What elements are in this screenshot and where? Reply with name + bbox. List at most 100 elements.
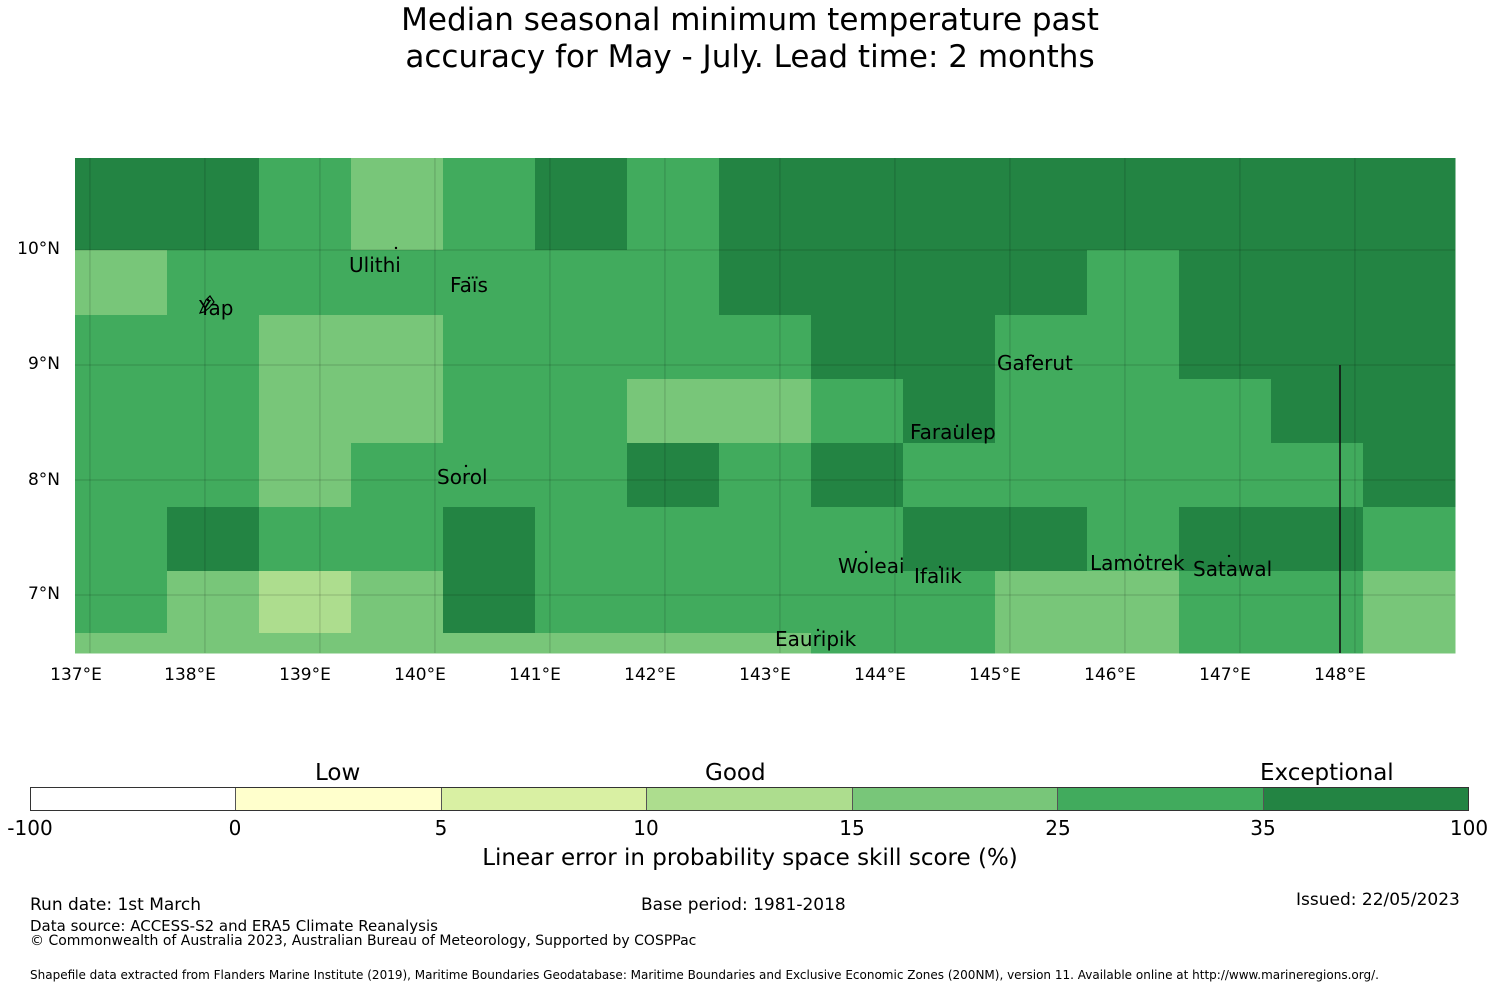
lon-tick-label: 142°E bbox=[624, 665, 676, 685]
heatmap-cell bbox=[1179, 571, 1272, 634]
heatmap-cell bbox=[811, 571, 904, 634]
heatmap-cell bbox=[1363, 443, 1456, 508]
base-period: Base period: 1981-2018 bbox=[641, 895, 846, 915]
heatmap-cell bbox=[443, 571, 536, 634]
heatmap-cell bbox=[259, 443, 352, 508]
colorbar-tick-label: 100 bbox=[1449, 816, 1489, 840]
heatmap-cell bbox=[1271, 379, 1364, 444]
lat-tick-label: 10°N bbox=[17, 239, 60, 259]
heatmap-cell bbox=[1087, 158, 1180, 251]
heatmap-cell bbox=[351, 507, 444, 572]
colorbar-segment bbox=[1058, 788, 1264, 810]
heatmap-cell bbox=[1087, 571, 1180, 634]
heatmap-cell bbox=[1363, 507, 1456, 572]
heatmap-cell bbox=[811, 158, 904, 251]
place-label: Yap bbox=[199, 296, 234, 320]
heatmap-cell bbox=[1087, 507, 1180, 572]
heatmap-cell bbox=[995, 158, 1088, 251]
heatmap-cell bbox=[351, 315, 444, 380]
island-marker bbox=[816, 628, 820, 632]
heatmap-cell bbox=[627, 379, 720, 444]
heatmap-cell bbox=[535, 443, 628, 508]
heatmap-cell bbox=[627, 443, 720, 508]
title-line-2: accuracy for May - July. Lead time: 2 mo… bbox=[405, 39, 1095, 75]
title-line-1: Median seasonal minimum temperature past bbox=[401, 2, 1099, 38]
heatmap-cell bbox=[627, 633, 720, 654]
heatmap-cell bbox=[1179, 443, 1272, 508]
heatmap-cell bbox=[903, 443, 996, 508]
heatmap-cell bbox=[1363, 571, 1456, 634]
category-label-good: Good bbox=[705, 760, 766, 786]
heatmap-cell bbox=[719, 158, 812, 251]
heatmap-cell bbox=[995, 443, 1088, 508]
colorbar-segment bbox=[852, 788, 1059, 810]
heatmap-cell bbox=[75, 571, 168, 634]
heatmap-cell bbox=[811, 443, 904, 508]
heatmap-cell bbox=[535, 633, 628, 654]
heatmap-cell bbox=[995, 315, 1088, 380]
heatmap-cell bbox=[535, 250, 628, 316]
heatmap-cell bbox=[75, 633, 168, 654]
heatmap-cell bbox=[167, 379, 260, 444]
colorbar-segment bbox=[31, 788, 237, 810]
heatmap-cell bbox=[903, 379, 996, 444]
heatmap-cell bbox=[535, 158, 628, 251]
heatmap-cell bbox=[443, 443, 536, 508]
heatmap-cell bbox=[1179, 379, 1272, 444]
heatmap-cell bbox=[535, 507, 628, 572]
heatmap-cell bbox=[719, 443, 812, 508]
heatmap-cell bbox=[1179, 315, 1272, 380]
heatmap-cell bbox=[1363, 315, 1456, 380]
island-marker bbox=[938, 565, 942, 569]
heatmap-cell bbox=[995, 379, 1088, 444]
heatmap-cell bbox=[259, 571, 352, 634]
colorbar-segment bbox=[441, 788, 648, 810]
lon-tick-label: 143°E bbox=[739, 665, 791, 685]
heatmap-cell bbox=[443, 507, 536, 572]
heatmap-cell bbox=[259, 158, 352, 251]
heatmap-cell bbox=[627, 571, 720, 634]
heatmap-cell bbox=[1087, 443, 1180, 508]
heatmap-cell bbox=[811, 379, 904, 444]
colorbar-segment bbox=[1263, 788, 1468, 810]
heatmap-cell bbox=[259, 379, 352, 444]
heatmap-cell bbox=[995, 633, 1088, 654]
place-label: Eauripik bbox=[775, 627, 857, 651]
category-label-exceptional: Exceptional bbox=[1260, 760, 1394, 786]
heatmap-cell bbox=[75, 250, 168, 316]
lon-tick-label: 148°E bbox=[1314, 665, 1366, 685]
lon-tick-label: 138°E bbox=[164, 665, 216, 685]
heatmap-cell bbox=[627, 507, 720, 572]
place-label: Lamotrek bbox=[1090, 551, 1185, 575]
heatmap-cell bbox=[1363, 633, 1456, 654]
heatmap-cell bbox=[1271, 250, 1364, 316]
lat-tick-label: 8°N bbox=[27, 470, 60, 490]
heatmap-cell bbox=[811, 250, 904, 316]
heatmap-cell bbox=[719, 571, 812, 634]
issued-date: Issued: 22/05/2023 bbox=[1296, 890, 1460, 910]
shapefile-credit: Shapefile data extracted from Flanders M… bbox=[30, 968, 1379, 982]
heatmap-cell bbox=[443, 250, 536, 316]
heatmap-cell bbox=[811, 633, 904, 654]
heatmap-cell bbox=[167, 571, 260, 634]
island-marker bbox=[467, 276, 471, 280]
lat-tick-label: 7°N bbox=[27, 584, 60, 604]
heatmap-cell bbox=[719, 507, 812, 572]
heatmap-cell bbox=[1087, 633, 1180, 654]
heatmap-cell bbox=[1271, 315, 1364, 380]
place-label: Faïs bbox=[450, 273, 488, 297]
heatmap-cell bbox=[903, 633, 996, 654]
run-date: Run date: 1st March bbox=[30, 895, 202, 915]
heatmap-cell bbox=[903, 250, 996, 316]
heatmap-cell bbox=[1087, 250, 1180, 316]
heatmap-cell bbox=[719, 250, 812, 316]
heatmap-cell bbox=[903, 158, 996, 251]
heatmap-cell bbox=[995, 507, 1088, 572]
heatmap-cell bbox=[351, 571, 444, 634]
heatmap-cell bbox=[351, 379, 444, 444]
heatmap-cell bbox=[259, 507, 352, 572]
colorbar-tick-label: 25 bbox=[1045, 816, 1071, 840]
heatmap-cell bbox=[535, 571, 628, 634]
lon-tick-label: 145°E bbox=[969, 665, 1021, 685]
